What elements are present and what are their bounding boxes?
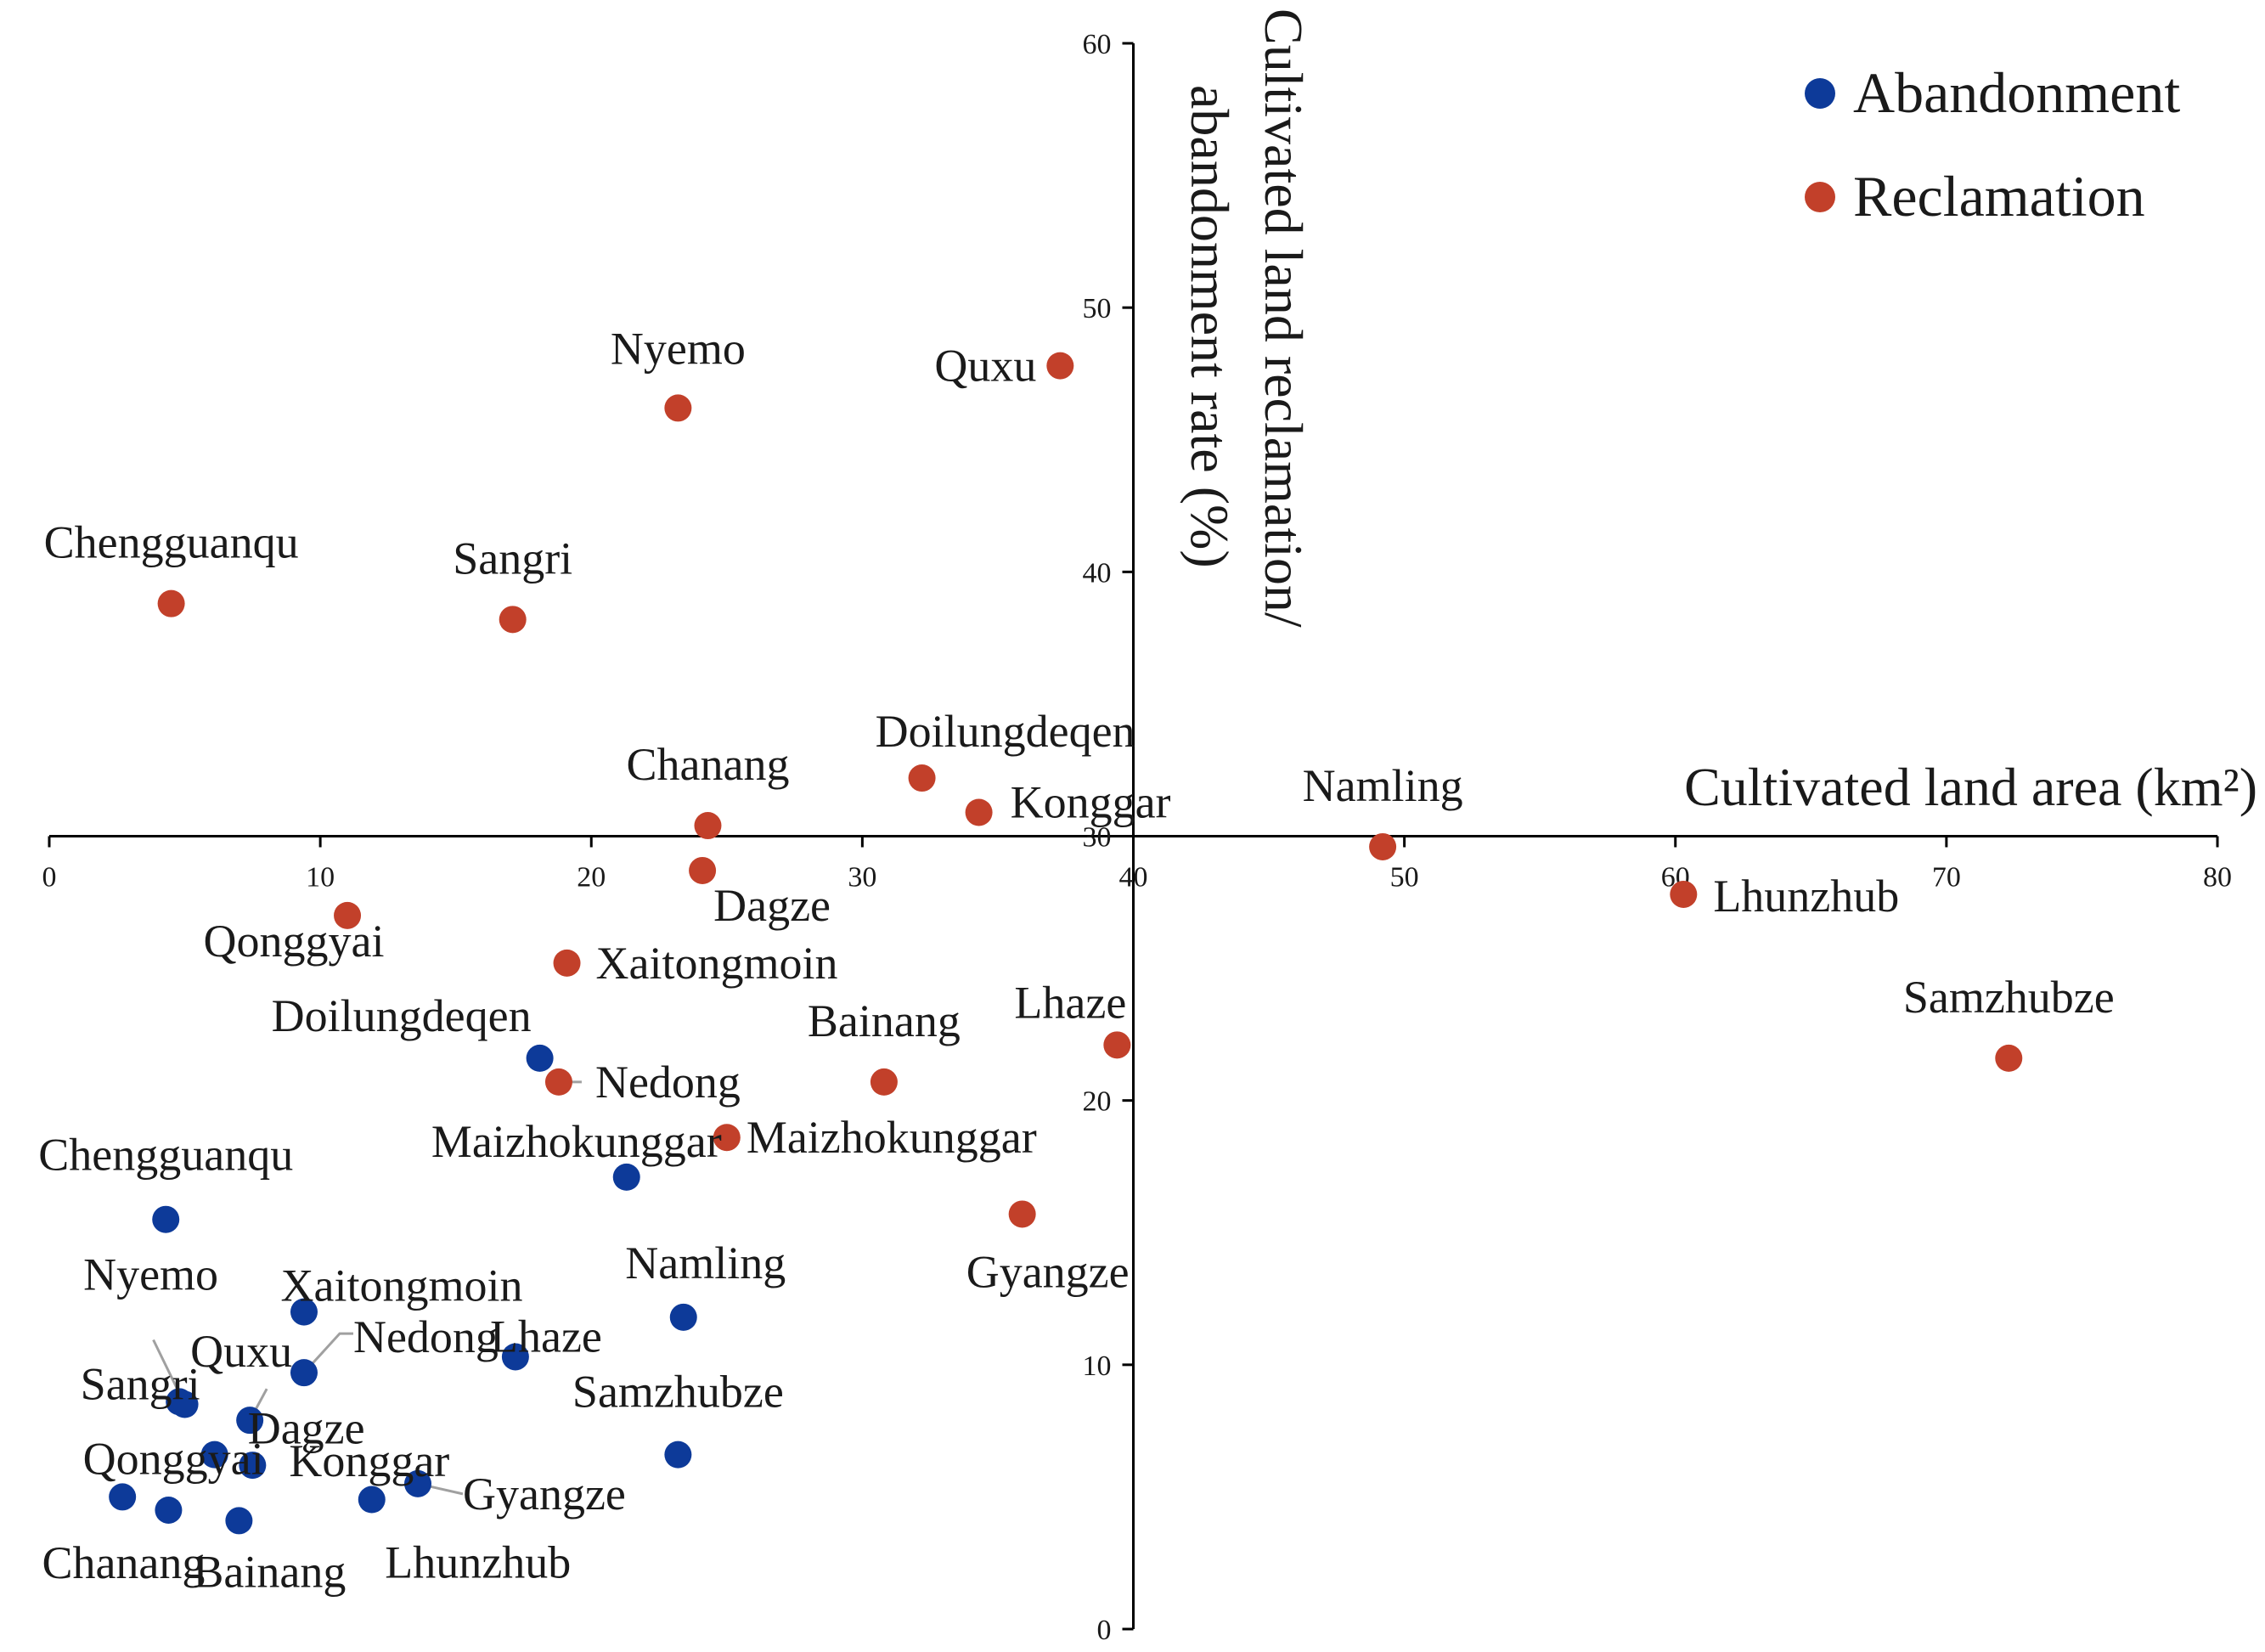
abandonment-label-nyemo: Nyemo [83, 1249, 218, 1300]
x-tick-label: 50 [1390, 862, 1419, 894]
x-tick-label: 80 [2203, 862, 2232, 894]
reclamation-label-xaitongmoin: Xaitongmoin [596, 938, 838, 989]
reclamation-point-chengguanqu [157, 589, 185, 617]
reclamation-label-lhaze: Lhaze [1014, 977, 1126, 1028]
y-tick-label: 60 [1083, 29, 1112, 60]
reclamation-label-namling: Namling [1303, 760, 1463, 811]
legend-label-abandonment: Abandonment [1853, 60, 2180, 125]
reclamation-point-qonggyai [334, 901, 362, 929]
reclamation-point-nedong [544, 1068, 572, 1096]
abandonment-point-doilungdeqen [526, 1044, 554, 1072]
abandonment-label-bainang: Bainang [193, 1546, 346, 1597]
x-tick-label: 20 [577, 862, 606, 894]
abandonment-point-sangri [166, 1388, 194, 1416]
reclamation-label-maizhokunggar: Maizhokunggar [747, 1112, 1037, 1163]
y-tick-label: 20 [1083, 1086, 1112, 1118]
reclamation-point-konggar [965, 798, 993, 826]
point-labels: Doilungdeqen Maizhokunggar Chengguanqu Naml… [38, 323, 2114, 1597]
abandonment-point-samzhubze [664, 1441, 692, 1469]
x-tick-label: 0 [42, 862, 57, 894]
abandonment-label-samzhubze: Samzhubze [572, 1367, 784, 1418]
y-tick-label: 40 [1083, 557, 1112, 589]
abandonment-label-konggar: Konggar [289, 1435, 449, 1486]
x-tick-label: 40 [1119, 862, 1148, 894]
reclamation-point-bainang [870, 1068, 898, 1096]
reclamation-label-gyangze: Gyangze [966, 1246, 1130, 1297]
reclamation-label-qonggyai: Qonggyai [204, 916, 385, 967]
abandonment-label-sangri: Sangri [81, 1358, 200, 1409]
legend-marker-abandonment [1805, 78, 1835, 109]
reclamation-label-sangri: Sangri [453, 533, 572, 584]
reclamation-point-namling [1369, 832, 1397, 860]
y-axis-title-line1: Cultivated land reclamation/ [1254, 8, 1314, 628]
legend-marker-reclamation [1805, 182, 1835, 212]
abandonment-point-qonggyai [109, 1483, 137, 1511]
reclamation-label-bainang: Bainang [808, 995, 961, 1046]
reclamation-label-quxu: Quxu [934, 341, 1036, 392]
abandonment-point-chanang [155, 1496, 183, 1524]
y-tick-label: 50 [1083, 293, 1112, 324]
abandonment-point-namling [669, 1303, 697, 1331]
abandonment-label-dagze: Dagze [248, 1403, 365, 1454]
abandonment-label-chengguanqu: Chengguanqu [38, 1130, 293, 1181]
reclamation-point-dagze [689, 856, 717, 884]
reclamation-point-samzhubze [1995, 1044, 2023, 1072]
abandonment-point-maizhokunggar [612, 1163, 640, 1191]
x-tick-label: 30 [848, 862, 876, 894]
legend: Abandonment Reclamation [1805, 60, 2180, 228]
reclamation-label-samzhubze: Samzhubze [1903, 972, 2115, 1023]
abandonment-point-nedong [290, 1359, 318, 1387]
reclamation-point-chanang [694, 812, 722, 840]
reclamation-point-quxu [1046, 352, 1074, 380]
abandonment-point-xaitongmoin [290, 1298, 318, 1326]
abandonment-label-doilungdeqen: Doilungdeqen [272, 990, 532, 1041]
x-tick-label: 10 [306, 862, 335, 894]
abandonment-point-lhaze [501, 1343, 529, 1371]
legend-label-reclamation: Reclamation [1853, 164, 2145, 228]
abandonment-point-gyangze [404, 1469, 432, 1497]
reclamation-label-dagze: Dagze [713, 880, 831, 931]
abandonment-label-namling: Namling [625, 1238, 786, 1288]
y-axis-title-line2: abandonment rate (%) [1180, 85, 1240, 568]
abandonment-label-chanang: Chanang [42, 1537, 205, 1588]
abandonment-label-xaitongmoin: Xaitongmoin [280, 1260, 522, 1311]
y-tick-label: 30 [1083, 822, 1112, 854]
reclamation-point-sangri [499, 606, 527, 634]
reclamation-point-lhunzhub [1670, 880, 1698, 908]
reclamation-point-nyemo [664, 394, 692, 422]
abandonment-label-maizhokunggar: Maizhokunggar [431, 1116, 722, 1167]
abandonment-leader-nedong [302, 1332, 353, 1374]
abandonment-point-dagze [200, 1441, 228, 1469]
abandonment-point-quxu [236, 1407, 264, 1435]
x-tick-label: 70 [1932, 862, 1961, 894]
reclamation-point-maizhokunggar [713, 1124, 741, 1152]
abandonment-label-lhunzhub: Lhunzhub [385, 1537, 571, 1588]
reclamation-label-nedong: Nedong [595, 1057, 741, 1108]
abandonment-point-chengguanqu [152, 1205, 180, 1233]
reclamation-point-gyangze [1008, 1200, 1036, 1228]
reclamation-label-chengguanqu: Chengguanqu [44, 517, 299, 568]
abandonment-label-lhaze: Lhaze [490, 1311, 602, 1362]
reclamation-point-xaitongmoin [553, 949, 581, 977]
abandonment-point-lhunzhub [358, 1486, 386, 1514]
axes: 0 10 20 30 40 50 60 70 800102030405060Cultivated… [42, 8, 2258, 1646]
reclamation-label-chanang: Chanang [626, 739, 789, 790]
y-tick-label: 10 [1083, 1350, 1112, 1382]
reclamation-label-lhunzhub: Lhunzhub [1713, 871, 1899, 922]
abandonment-point-bainang [225, 1507, 253, 1535]
reclamation-point-lhaze [1103, 1031, 1131, 1059]
reclamation-label-nyemo: Nyemo [611, 323, 746, 374]
y-tick-label: 0 [1097, 1615, 1112, 1646]
data-points [109, 352, 2023, 1535]
reclamation-label-doilungdeqen: Doilungdeqen [876, 706, 1135, 757]
abandonment-label-quxu: Quxu [190, 1326, 292, 1377]
reclamation-label-konggar: Konggar [1011, 776, 1171, 827]
reclamation-point-doilungdeqen [908, 764, 936, 792]
abandonment-label-nedong: Nedong [353, 1311, 499, 1362]
x-axis-title: Cultivated land area (km²) [1684, 757, 2257, 817]
abandonment-label-gyangze: Gyangze [463, 1469, 626, 1520]
abandonment-label-qonggyai: Qonggyai [83, 1433, 264, 1484]
abandonment-point-konggar [239, 1452, 267, 1480]
